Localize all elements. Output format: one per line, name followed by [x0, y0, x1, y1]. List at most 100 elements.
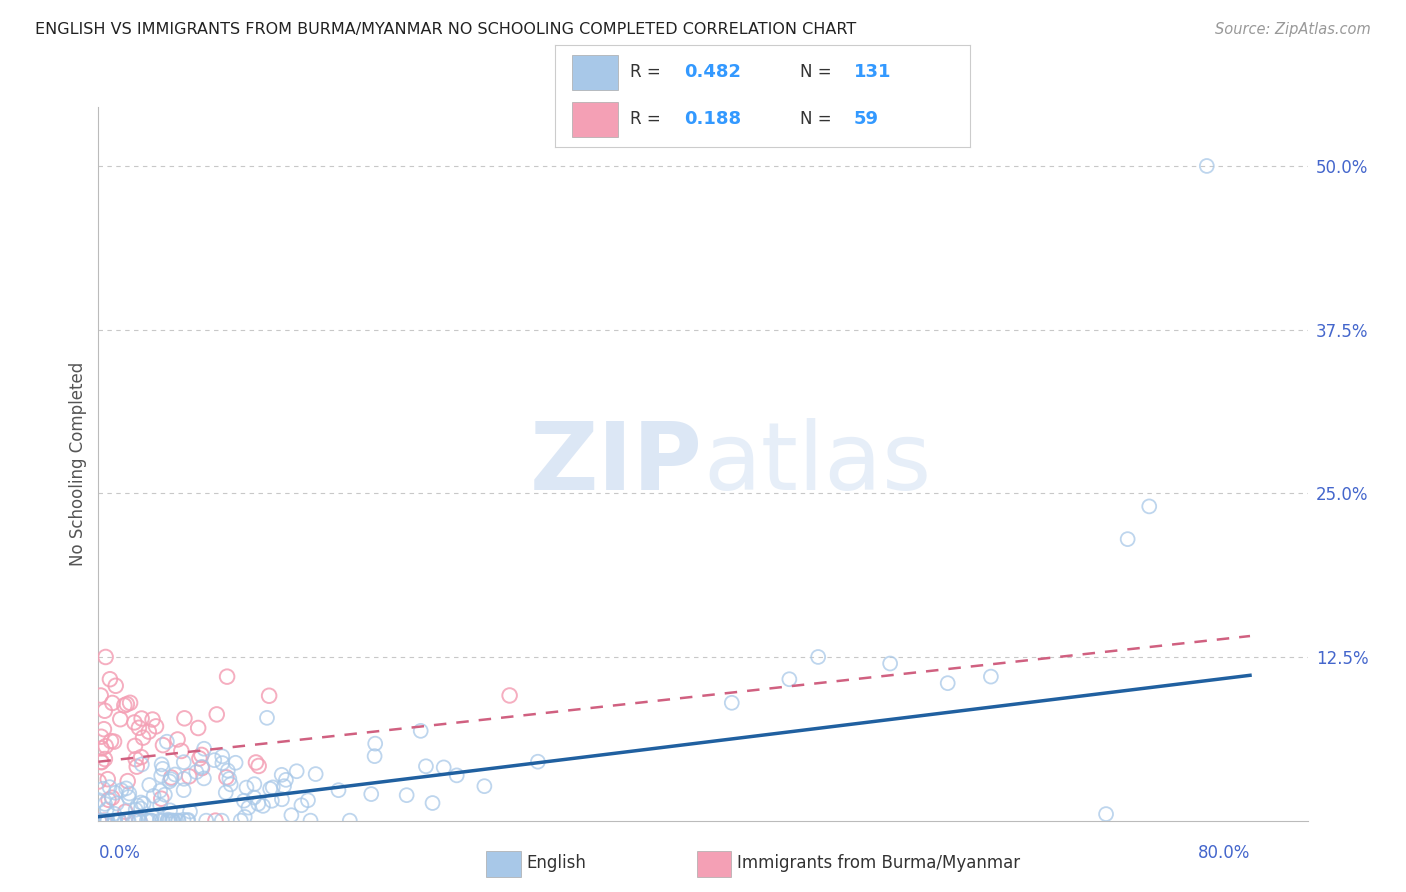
- Point: [120, 696, 142, 710]
- Point: [409, 723, 432, 738]
- Point: [91, 781, 114, 796]
- Point: [193, 772, 215, 786]
- Point: [149, 783, 172, 797]
- Point: [149, 798, 172, 813]
- Point: [193, 741, 215, 756]
- Point: [110, 712, 132, 726]
- Y-axis label: No Schooling Completed: No Schooling Completed: [69, 362, 87, 566]
- Point: [446, 768, 468, 782]
- Point: [104, 814, 127, 828]
- Point: [103, 734, 125, 748]
- Point: [299, 814, 322, 828]
- Bar: [486, 851, 520, 877]
- Point: [778, 672, 800, 686]
- Point: [124, 715, 146, 730]
- Point: [138, 814, 160, 828]
- Point: [225, 756, 247, 770]
- Point: [260, 794, 283, 808]
- Point: [89, 814, 111, 828]
- Point: [97, 772, 120, 787]
- Point: [256, 711, 278, 725]
- Point: [262, 780, 284, 795]
- Point: [232, 794, 254, 808]
- Point: [247, 759, 270, 773]
- Point: [157, 814, 180, 828]
- Point: [191, 760, 214, 774]
- Point: [879, 657, 901, 671]
- Point: [124, 739, 146, 753]
- Point: [211, 756, 233, 770]
- Point: [128, 813, 150, 827]
- Point: [285, 764, 308, 779]
- Point: [94, 650, 117, 665]
- Point: [90, 689, 112, 703]
- Point: [93, 722, 115, 736]
- Point: [257, 689, 280, 703]
- Text: English: English: [527, 854, 586, 872]
- Point: [114, 814, 136, 828]
- Point: [87, 793, 110, 807]
- Point: [97, 814, 120, 828]
- Point: [108, 814, 131, 828]
- Point: [125, 803, 148, 817]
- Point: [97, 793, 120, 807]
- Point: [162, 814, 184, 828]
- Text: 0.482: 0.482: [683, 63, 741, 81]
- Point: [129, 750, 152, 764]
- Point: [167, 814, 190, 828]
- Point: [150, 757, 173, 772]
- Point: [87, 814, 110, 828]
- Point: [165, 814, 187, 828]
- Point: [217, 764, 239, 778]
- Point: [271, 792, 294, 806]
- Point: [364, 737, 387, 751]
- Point: [90, 814, 112, 828]
- Point: [101, 696, 124, 710]
- Point: [152, 738, 174, 752]
- Text: 59: 59: [853, 111, 879, 128]
- Text: atlas: atlas: [703, 417, 931, 510]
- Point: [395, 788, 418, 802]
- Point: [131, 712, 153, 726]
- Point: [243, 777, 266, 791]
- Point: [186, 765, 208, 780]
- Point: [433, 760, 456, 774]
- Point: [96, 802, 118, 816]
- Point: [149, 814, 172, 828]
- Point: [204, 814, 226, 828]
- Point: [135, 814, 157, 828]
- Point: [152, 814, 174, 828]
- Point: [235, 780, 257, 795]
- Text: 0.188: 0.188: [683, 111, 741, 128]
- Point: [162, 814, 184, 828]
- Point: [115, 697, 138, 711]
- Point: [124, 814, 146, 828]
- Point: [101, 790, 124, 805]
- Point: [211, 749, 233, 764]
- Point: [160, 814, 183, 828]
- Point: [202, 753, 225, 767]
- Point: [173, 772, 195, 786]
- Point: [280, 808, 302, 822]
- Point: [156, 813, 179, 827]
- Point: [218, 772, 240, 786]
- Point: [243, 790, 266, 805]
- Point: [103, 806, 125, 821]
- Text: R =: R =: [630, 111, 666, 128]
- Point: [273, 779, 295, 793]
- Point: [150, 769, 173, 783]
- Point: [807, 650, 830, 665]
- Point: [96, 814, 118, 828]
- Point: [115, 781, 138, 796]
- Point: [173, 813, 195, 827]
- Point: [132, 731, 155, 745]
- Point: [211, 814, 233, 828]
- Text: ENGLISH VS IMMIGRANTS FROM BURMA/MYANMAR NO SCHOOLING COMPLETED CORRELATION CHAR: ENGLISH VS IMMIGRANTS FROM BURMA/MYANMAR…: [35, 22, 856, 37]
- Point: [104, 786, 127, 800]
- Point: [188, 751, 211, 765]
- Point: [98, 780, 121, 794]
- Point: [141, 814, 163, 828]
- Point: [219, 777, 242, 791]
- Point: [177, 769, 200, 783]
- Point: [94, 752, 117, 766]
